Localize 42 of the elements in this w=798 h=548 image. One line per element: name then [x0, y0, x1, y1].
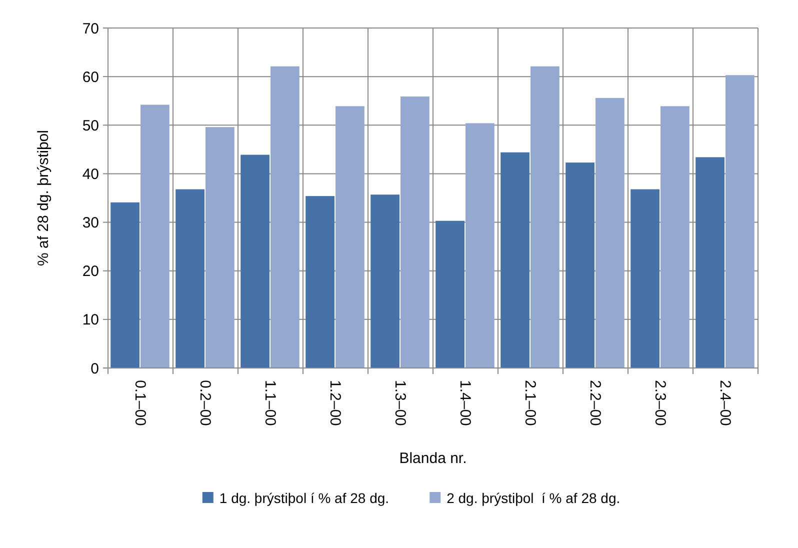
y-tick-label: 40 [82, 166, 99, 183]
bar [436, 220, 464, 368]
bar [530, 66, 560, 368]
x-axis-title: Blanda nr. [399, 450, 467, 467]
y-tick-label: 60 [82, 68, 99, 86]
y-axis-title: % af 28 dg. þrýstiþol [35, 130, 52, 266]
bar [596, 98, 624, 368]
x-tick-label: 2.1–00 [521, 380, 538, 426]
bar [660, 106, 690, 368]
bar [370, 194, 400, 368]
bar [140, 104, 170, 368]
bar [240, 154, 270, 368]
bar [206, 127, 234, 368]
y-tick-label: 30 [82, 214, 99, 232]
y-tick-label: 70 [82, 20, 99, 38]
bar [630, 189, 660, 368]
x-tick-label: 2.4–00 [716, 380, 734, 426]
legend-label: 1 dg. þrýstiþol í % af 28 dg. [219, 490, 390, 506]
x-tick-label: 0.1–00 [131, 380, 148, 426]
x-tick-label: 1.4–00 [456, 380, 474, 426]
x-tick-label: 1.2–00 [326, 380, 344, 426]
y-tick-label: 20 [82, 263, 99, 280]
bar [400, 96, 430, 368]
bar [726, 75, 754, 368]
bar [500, 152, 530, 368]
x-tick-label: 1.1–00 [261, 380, 278, 426]
y-tick-label: 0 [90, 360, 99, 378]
x-tick-label: 0.2–00 [196, 380, 214, 426]
x-tick-label: 1.3–00 [391, 380, 408, 426]
bar [566, 162, 594, 368]
legend-label: 2 dg. þrýstiþol í % af 28 dg. [446, 490, 620, 506]
bar [336, 106, 364, 368]
y-tick-label: 10 [82, 312, 99, 329]
x-tick-label: 2.2–00 [586, 380, 604, 426]
x-tick-label: 2.3–00 [651, 380, 668, 426]
y-tick-label: 50 [82, 117, 99, 134]
bar [466, 123, 494, 368]
bar [176, 189, 204, 368]
bar [696, 157, 724, 368]
bar [306, 196, 334, 368]
bar [110, 202, 140, 368]
bar [270, 66, 300, 368]
